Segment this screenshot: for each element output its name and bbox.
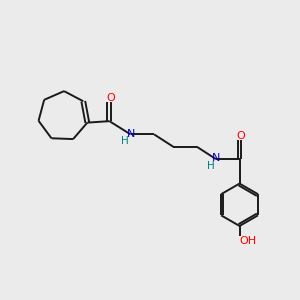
Text: O: O bbox=[106, 94, 115, 103]
Text: O: O bbox=[237, 131, 245, 142]
Text: OH: OH bbox=[239, 236, 256, 246]
Text: H: H bbox=[207, 160, 214, 171]
Text: N: N bbox=[212, 153, 220, 163]
Text: N: N bbox=[126, 128, 135, 139]
Text: H: H bbox=[122, 136, 129, 146]
